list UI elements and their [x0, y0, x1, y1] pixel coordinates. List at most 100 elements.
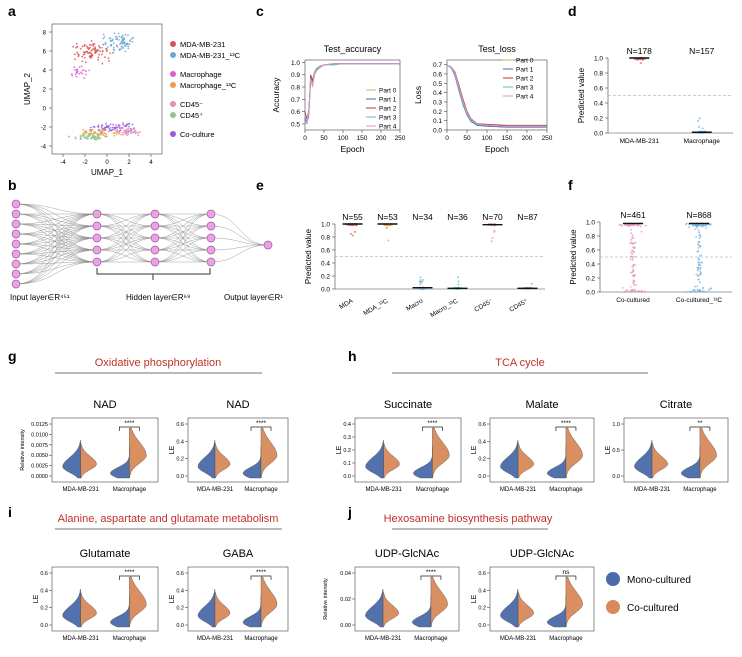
umap-point [99, 50, 101, 53]
nn-edge [15, 237, 98, 245]
ytick-label: 0.4 [586, 262, 595, 269]
umap-plot-frame [51, 23, 163, 155]
umap-point [81, 69, 84, 72]
ytick-label: 0.0 [586, 290, 595, 297]
significance-label: **** [124, 420, 135, 427]
violin-panel-header: i Alanine, aspartate and glutamate metabo… [8, 504, 282, 530]
umap-point [122, 133, 125, 136]
nn-edge [15, 249, 98, 255]
nn-edge [15, 213, 98, 275]
umap-point [127, 45, 130, 48]
data-point [696, 290, 699, 292]
umap-point [108, 60, 110, 62]
data-point [698, 262, 701, 264]
umap-legend-label: CD45⁻ [180, 100, 203, 109]
violin-panel-header: j Hexosamine biosynthesis pathway [347, 504, 553, 530]
data-point [697, 119, 700, 122]
ytick-label: 1.0 [586, 220, 595, 227]
nn-edge [15, 233, 98, 251]
violin-ylabel: LE [605, 445, 612, 454]
umap-point [112, 132, 115, 135]
umap-point [115, 124, 117, 126]
umap-point [122, 123, 125, 126]
umap-point [113, 32, 116, 35]
violin-half-co [565, 427, 583, 479]
data-point [490, 240, 493, 243]
umap-point [118, 132, 120, 135]
umap-point [101, 46, 104, 49]
umap-legend: MDA-MB-231 MDA-MB-231_¹³C Macrophage Macrop… [170, 40, 241, 139]
panel-letter: h [348, 348, 357, 364]
violin-half-mono [500, 589, 519, 628]
significance-label: **** [256, 569, 267, 576]
umap-xtick-label: 2 [127, 160, 131, 166]
ytick-label: 0.6 [176, 422, 184, 428]
xtick-label: 50 [463, 135, 471, 142]
umap-point [114, 132, 116, 134]
umap-point [133, 129, 136, 131]
legend-label: Part 0 [516, 58, 534, 65]
umap-point [121, 127, 124, 129]
violin-ylabel: LE [471, 445, 478, 454]
data-point [640, 230, 643, 233]
umap-point [78, 66, 81, 68]
umap-point [91, 137, 93, 140]
violin-subplot: NAD 0.0125 0.0100 0.0075 0.0050 0.0025 0.0000 R… [20, 399, 159, 493]
data-point [624, 224, 627, 226]
umap-point [112, 126, 114, 129]
umap-point [93, 138, 96, 141]
significance-bracket [119, 575, 140, 580]
umap-point [98, 53, 100, 56]
data-point [632, 237, 635, 239]
ytick-label: 0.3 [343, 435, 351, 441]
nn-input-node [11, 229, 21, 239]
violin-xlabel: Macrophage [113, 636, 147, 642]
data-point [637, 290, 640, 293]
data-point [695, 273, 698, 276]
violin-ylabel: Relative intensity [20, 429, 26, 471]
umap-point [75, 137, 77, 140]
nn-hidden-node [206, 245, 216, 255]
umap-point [101, 53, 103, 56]
ytick-label: 0.2 [343, 448, 351, 454]
data-point [633, 246, 635, 249]
umap-point [131, 41, 134, 43]
data-point [630, 239, 632, 241]
group-n-label: N=34 [412, 212, 433, 222]
panel-b: b Input layer∈R⁴⁵¹ Hidden layer∈R⁶⁹ Outp… [8, 177, 283, 302]
data-point [699, 281, 701, 284]
umap-point [120, 42, 122, 45]
violin-ylabel: LE [336, 445, 343, 454]
umap-point [125, 125, 128, 128]
data-point [698, 229, 700, 232]
pathway-title: Alanine, aspartate and glutamate metabol… [58, 513, 279, 525]
group-x-label: MDA [338, 297, 355, 311]
ytick-label: 0.5 [433, 81, 442, 88]
umap-point [92, 43, 95, 46]
data-point [631, 253, 634, 255]
data-point [698, 240, 700, 243]
nn-output-node [263, 240, 273, 250]
ytick-label: 0.00 [340, 623, 351, 629]
ytick-label: 0.0 [594, 131, 603, 138]
umap-point [104, 41, 107, 44]
nn-hidden-node [92, 257, 102, 267]
umap-legend-swatch [170, 52, 176, 58]
nn-hidden-node [92, 209, 102, 219]
umap-point [90, 56, 93, 59]
ytick-label: 0.0 [176, 474, 184, 480]
ytick-label: 0.04 [340, 571, 351, 577]
xtick-label: 100 [482, 135, 493, 142]
violin-xlabel: Macrophage [683, 487, 717, 493]
umap-point [122, 122, 124, 124]
data-point [633, 279, 635, 282]
data-point [709, 288, 712, 290]
ytick-label: 0.0025 [31, 464, 48, 470]
data-point [625, 224, 628, 227]
nn-input-node [11, 259, 21, 269]
data-point [630, 229, 632, 231]
data-point [697, 257, 700, 260]
data-point [630, 271, 632, 274]
umap-point [102, 43, 105, 46]
umap-point [85, 45, 88, 47]
